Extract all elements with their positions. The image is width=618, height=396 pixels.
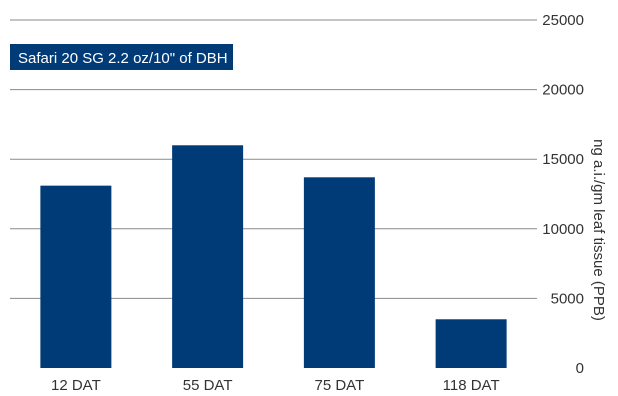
x-category-labels: 12 DAT 55 DAT 75 DAT 118 DAT (51, 377, 500, 394)
x-category-label: 118 DAT (443, 377, 500, 394)
x-category-label: 12 DAT (51, 377, 101, 394)
bar (172, 145, 244, 368)
y-axis-title: ng a.i./gm leaf tissue (PPB) (590, 139, 607, 321)
x-category-label: 75 DAT (315, 377, 365, 394)
y-tick-label: 20000 (542, 82, 584, 99)
y-tick-label: 10000 (542, 221, 584, 238)
y-tick-label: 25000 (542, 12, 584, 29)
x-category-label: 55 DAT (183, 377, 233, 394)
y-tick-label: 5000 (551, 290, 584, 307)
bars (40, 145, 507, 368)
legend-series-name: Safari 20 SG 2.2 oz/10" of DBH (18, 50, 228, 67)
y-tick-label: 15000 (542, 151, 584, 168)
bar (303, 177, 375, 368)
bar (40, 185, 112, 368)
y-tick-label: 0 (576, 360, 584, 377)
bar (435, 319, 507, 368)
legend: Safari 20 SG 2.2 oz/10" of DBH (10, 44, 233, 70)
legend-box (10, 44, 233, 70)
y-tick-labels: 0 5000 10000 15000 20000 25000 (542, 12, 584, 377)
